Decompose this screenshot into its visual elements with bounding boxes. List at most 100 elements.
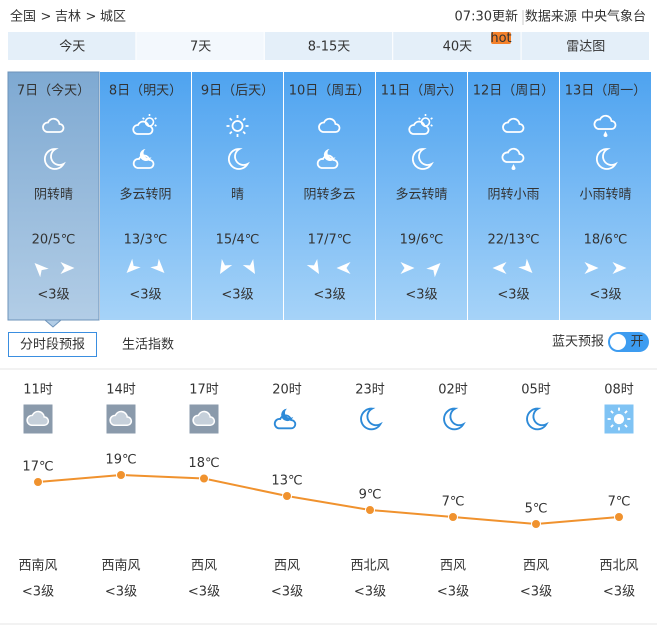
weather-icon	[106, 404, 136, 434]
day-date: 11日（周六）	[381, 84, 463, 99]
temp-label: 19℃	[105, 453, 136, 468]
icon-shape	[132, 154, 155, 169]
hour-label: 05时	[521, 383, 551, 398]
day-weather: 阴转多云	[303, 187, 355, 203]
wind-direction: 西南风	[18, 558, 57, 574]
icon-shape	[596, 148, 618, 170]
wind-arrow	[612, 262, 627, 274]
weather-icon	[226, 115, 249, 137]
icon-shape	[154, 124, 157, 127]
icon-shape	[430, 124, 433, 127]
day-date: 12日（周日）	[473, 84, 555, 99]
wind-arrow	[306, 258, 319, 275]
wind-direction: 西北风	[350, 559, 389, 574]
icon-shape	[109, 410, 133, 426]
temp-point	[33, 477, 43, 487]
tab[interactable]	[136, 32, 264, 60]
temp-point	[614, 512, 624, 522]
day-card[interactable]	[468, 72, 559, 320]
breadcrumb-separator: >	[86, 10, 97, 25]
weather-icon	[316, 149, 339, 169]
icon-shape	[593, 114, 617, 130]
icon-shape	[408, 120, 430, 135]
icon-shape	[229, 117, 233, 121]
weather-icon	[132, 149, 155, 169]
hour-label: 02时	[438, 383, 468, 398]
wind-arrow	[518, 258, 533, 273]
temp-point	[531, 519, 541, 529]
weather-icon	[593, 114, 617, 137]
breadcrumb-item[interactable]: 吉林	[55, 10, 81, 25]
wind-level: <3级	[271, 585, 303, 600]
day-wind: <3级	[313, 288, 345, 303]
icon-shape	[610, 424, 614, 428]
day-date: 10日（周五）	[289, 84, 371, 99]
icon-shape	[526, 407, 549, 431]
breadcrumb-item[interactable]: 全国	[10, 9, 36, 25]
icon-shape	[360, 407, 383, 431]
day-wind: <3级	[129, 288, 161, 303]
wind-level: <3级	[105, 585, 137, 600]
icon-shape	[229, 131, 233, 135]
day-temp: 19/6℃	[400, 233, 444, 248]
tab[interactable]	[521, 32, 649, 60]
wind-direction: 西北风	[599, 559, 638, 574]
wind-direction: 西风	[274, 559, 300, 574]
icon-shape	[603, 131, 608, 137]
weather-icon	[44, 148, 66, 170]
weather-icon	[502, 117, 525, 133]
temp-point	[448, 512, 458, 522]
weather-icon	[132, 114, 157, 135]
icon-shape	[613, 413, 625, 425]
hot-badge: hot	[490, 31, 511, 46]
weather-icon	[42, 117, 65, 133]
weather-icon	[526, 407, 549, 431]
icon-shape	[42, 117, 65, 133]
hour-label: 23时	[355, 383, 385, 398]
day-temp: 17/7℃	[308, 233, 352, 248]
subtab-active[interactable]	[8, 332, 97, 357]
tab[interactable]	[264, 32, 393, 60]
hot-badge-bg	[491, 32, 511, 44]
tab-label: 7天	[190, 40, 211, 55]
hour-label: 11时	[23, 383, 53, 398]
icon-shape	[231, 120, 244, 132]
day-card[interactable]	[376, 72, 467, 320]
temp-point	[282, 491, 292, 501]
day-weather: 小雨转晴	[579, 188, 631, 203]
icon-shape	[318, 117, 341, 133]
icon-shape	[418, 117, 421, 120]
day-temp: 22/13℃	[487, 233, 539, 248]
subtab[interactable]: 生活指数	[122, 338, 174, 353]
tab-label: 40天	[443, 40, 473, 55]
temp-label: 9℃	[359, 488, 382, 503]
temp-point	[199, 473, 209, 484]
wind-level: <3级	[354, 585, 386, 600]
weather-icon	[360, 407, 383, 431]
breadcrumb-item[interactable]: 城区	[100, 10, 126, 25]
day-temp: 18/6℃	[584, 233, 628, 248]
weather-icon	[596, 148, 618, 170]
wind-level: <3级	[520, 585, 552, 600]
tab[interactable]	[8, 32, 136, 60]
day-card[interactable]	[192, 72, 283, 320]
wind-arrow	[126, 258, 141, 273]
icon-shape	[154, 117, 157, 120]
weather-icon	[443, 407, 466, 431]
wind-direction: 西风	[523, 559, 549, 574]
day-card[interactable]	[100, 72, 191, 320]
wind-arrow	[400, 262, 415, 274]
day-card[interactable]	[284, 72, 375, 320]
temp-label: 18℃	[188, 456, 219, 471]
icon-shape	[501, 147, 525, 163]
day-card[interactable]	[560, 72, 651, 320]
hour-label: 20时	[272, 383, 302, 398]
weather-icon	[412, 148, 434, 170]
weather-icon	[228, 148, 250, 170]
hour-label: 08时	[604, 383, 634, 398]
day-weather: 多云转阴	[119, 187, 171, 203]
day-weather: 多云转晴	[395, 187, 447, 203]
icon-shape	[26, 410, 50, 426]
icon-shape	[624, 424, 628, 428]
